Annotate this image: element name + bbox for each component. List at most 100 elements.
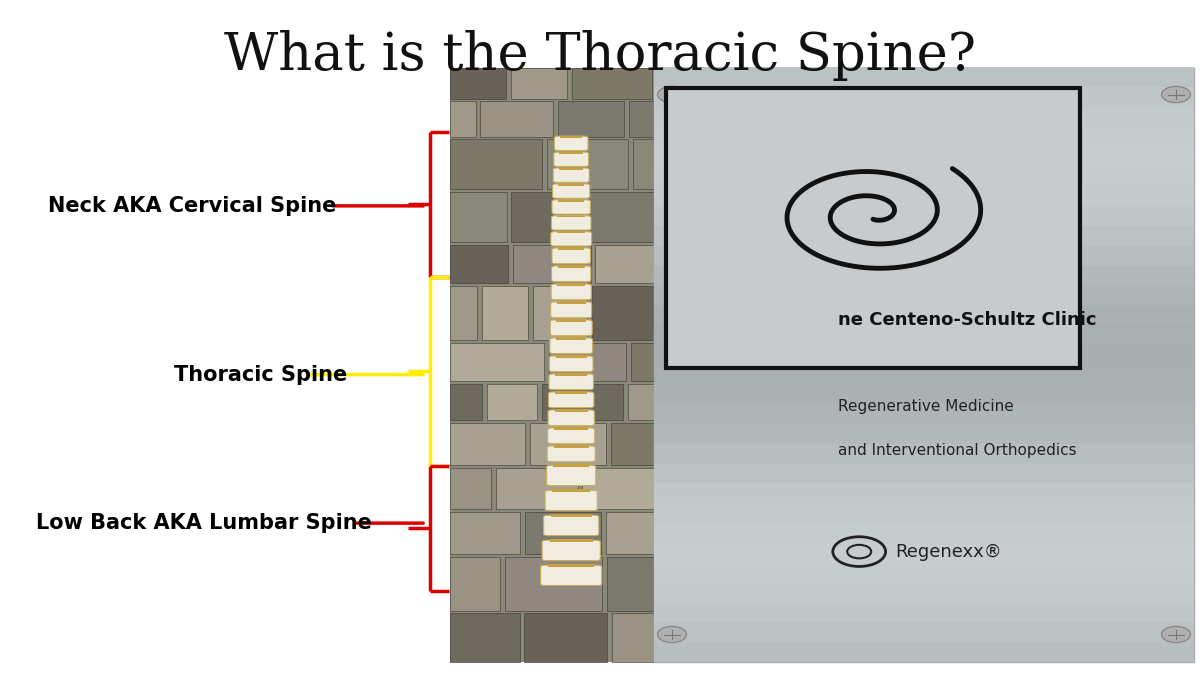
Bar bbox=[654, 364, 1194, 384]
Bar bbox=[582, 468, 654, 509]
Bar bbox=[558, 101, 624, 136]
Bar bbox=[654, 265, 1194, 286]
Bar bbox=[654, 286, 1194, 305]
Bar bbox=[654, 483, 1194, 503]
Bar bbox=[480, 101, 553, 136]
Bar bbox=[654, 602, 1194, 622]
Bar bbox=[654, 246, 1194, 265]
FancyBboxPatch shape bbox=[548, 374, 594, 389]
Bar bbox=[654, 167, 1194, 186]
Circle shape bbox=[658, 626, 686, 643]
Bar bbox=[654, 68, 1194, 662]
Bar bbox=[558, 184, 584, 186]
Bar bbox=[556, 356, 587, 358]
Bar bbox=[612, 614, 654, 662]
Bar bbox=[557, 319, 586, 321]
Bar bbox=[511, 68, 568, 99]
Bar bbox=[654, 443, 1194, 464]
Bar bbox=[548, 343, 626, 381]
FancyBboxPatch shape bbox=[546, 465, 595, 485]
Bar bbox=[533, 286, 587, 340]
Text: and Interventional Orthopedics: and Interventional Orthopedics bbox=[838, 443, 1076, 458]
FancyBboxPatch shape bbox=[552, 266, 590, 281]
Bar bbox=[654, 404, 1194, 424]
Text: ne Centeno-Schultz Clinic: ne Centeno-Schultz Clinic bbox=[838, 311, 1096, 329]
Bar bbox=[654, 68, 1194, 87]
FancyBboxPatch shape bbox=[542, 540, 600, 560]
Text: Regenerative Medicine: Regenerative Medicine bbox=[838, 398, 1013, 414]
Bar bbox=[557, 284, 586, 286]
FancyBboxPatch shape bbox=[547, 446, 595, 462]
FancyBboxPatch shape bbox=[547, 428, 595, 443]
Bar bbox=[548, 564, 594, 567]
Bar bbox=[529, 423, 606, 465]
Bar bbox=[450, 384, 482, 420]
Circle shape bbox=[1162, 86, 1190, 103]
Bar bbox=[556, 373, 587, 375]
Text: Thoracic Spine: Thoracic Spine bbox=[174, 364, 347, 385]
Bar bbox=[654, 127, 1194, 146]
Bar bbox=[558, 215, 584, 217]
Bar bbox=[654, 325, 1194, 345]
Bar bbox=[654, 503, 1194, 523]
Bar bbox=[572, 68, 653, 99]
Bar bbox=[450, 139, 542, 189]
Bar bbox=[560, 136, 582, 138]
Text: What is the Thoracic Spine?: What is the Thoracic Spine? bbox=[224, 30, 976, 82]
Circle shape bbox=[1162, 626, 1190, 643]
Bar bbox=[496, 468, 577, 509]
Bar bbox=[654, 206, 1194, 226]
Bar bbox=[607, 557, 654, 611]
Text: Regenexx®: Regenexx® bbox=[895, 543, 1002, 561]
Bar bbox=[654, 305, 1194, 325]
Bar bbox=[557, 302, 586, 304]
Bar bbox=[628, 384, 654, 420]
Bar bbox=[450, 245, 508, 284]
FancyBboxPatch shape bbox=[551, 302, 592, 318]
Bar bbox=[654, 226, 1194, 246]
Bar bbox=[554, 410, 588, 412]
Bar bbox=[487, 384, 536, 420]
FancyBboxPatch shape bbox=[553, 168, 589, 182]
Bar bbox=[554, 446, 588, 448]
FancyBboxPatch shape bbox=[553, 152, 588, 167]
Bar bbox=[547, 139, 628, 189]
Text: Neck AKA Cervical Spine: Neck AKA Cervical Spine bbox=[48, 196, 336, 216]
Bar bbox=[550, 539, 593, 542]
Bar bbox=[654, 583, 1194, 602]
FancyBboxPatch shape bbox=[550, 338, 593, 354]
FancyBboxPatch shape bbox=[552, 216, 590, 230]
Bar bbox=[654, 642, 1194, 662]
Bar bbox=[654, 146, 1194, 167]
Bar bbox=[505, 557, 602, 611]
Bar bbox=[559, 168, 583, 169]
Bar bbox=[666, 88, 1080, 368]
Bar bbox=[558, 248, 584, 250]
Text: Low Back AKA Lumbar Spine: Low Back AKA Lumbar Spine bbox=[36, 513, 372, 533]
FancyBboxPatch shape bbox=[551, 320, 592, 335]
Bar bbox=[554, 392, 588, 394]
Bar bbox=[511, 192, 563, 242]
Bar bbox=[654, 345, 1194, 364]
Bar bbox=[557, 232, 586, 234]
Bar bbox=[450, 286, 478, 340]
FancyBboxPatch shape bbox=[551, 232, 592, 246]
FancyBboxPatch shape bbox=[540, 565, 601, 585]
Bar bbox=[524, 614, 607, 662]
Bar bbox=[450, 192, 506, 242]
Bar bbox=[595, 245, 654, 284]
Bar bbox=[629, 101, 654, 136]
FancyBboxPatch shape bbox=[552, 184, 590, 198]
FancyBboxPatch shape bbox=[545, 490, 598, 510]
Bar bbox=[654, 622, 1194, 642]
Bar bbox=[558, 265, 584, 267]
Bar bbox=[450, 343, 544, 381]
Bar bbox=[654, 523, 1194, 543]
Bar bbox=[611, 423, 654, 465]
Bar bbox=[654, 87, 1194, 107]
FancyBboxPatch shape bbox=[552, 200, 590, 214]
FancyBboxPatch shape bbox=[548, 392, 594, 408]
Bar bbox=[632, 139, 654, 189]
Bar bbox=[450, 423, 524, 465]
FancyBboxPatch shape bbox=[544, 515, 599, 535]
